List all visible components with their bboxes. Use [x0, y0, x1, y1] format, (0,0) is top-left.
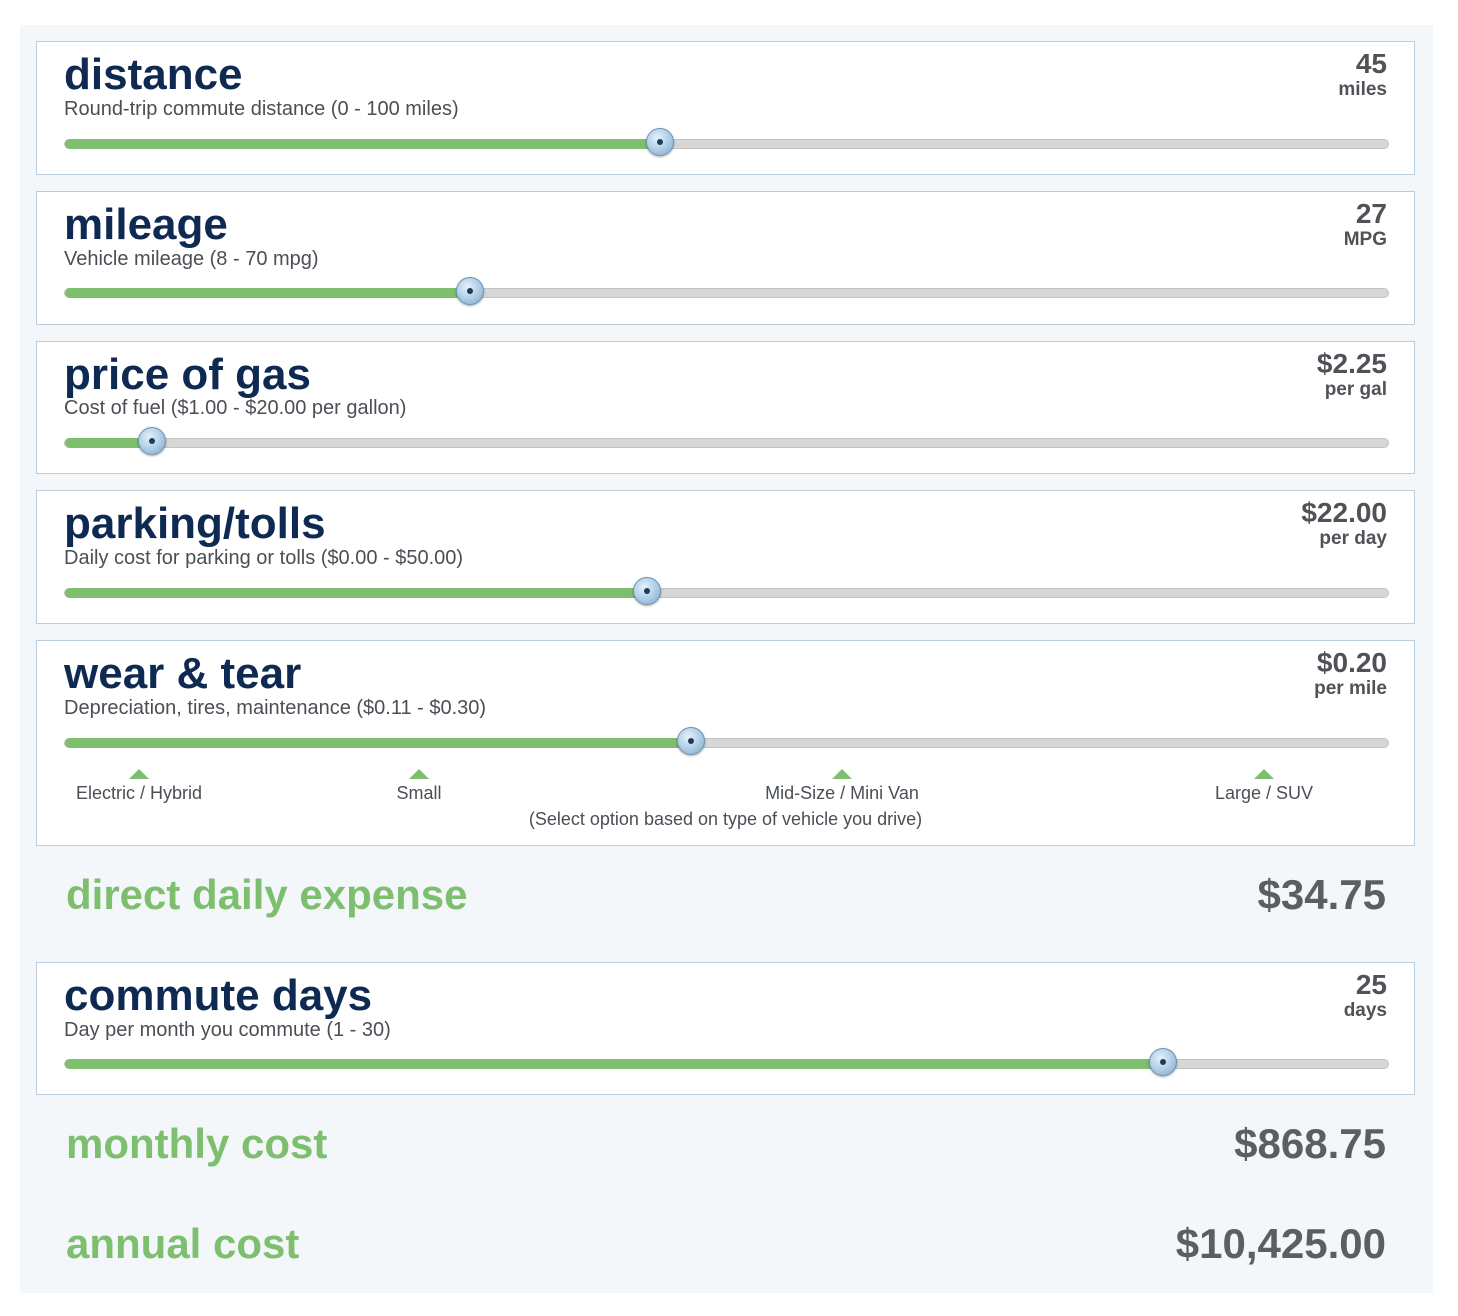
monthly-cost-label: monthly cost	[66, 1120, 328, 1167]
mileage-value-unit: MPG	[1343, 229, 1387, 250]
vehicle-option-large-suv[interactable]: Large / SUV	[1144, 769, 1384, 804]
wear-tear-slider-fill	[65, 738, 691, 748]
mileage-slider[interactable]	[64, 277, 1389, 305]
commute-days-value-number: 25	[1355, 969, 1387, 1000]
vehicle-option-mid-size-mini-van[interactable]: Mid-Size / Mini Van	[722, 769, 962, 804]
distance-description: Round-trip commute distance (0 - 100 mil…	[64, 98, 459, 120]
parking-tolls-title: parking/tolls	[64, 499, 326, 548]
mileage-slider-fill	[65, 288, 470, 298]
gas-price-description: Cost of fuel ($1.00 - $20.00 per gallon)	[64, 397, 407, 419]
gas-price-slider[interactable]	[64, 427, 1389, 455]
distance-slider[interactable]	[64, 128, 1389, 156]
parking-tolls-value-number: $22.00	[1301, 497, 1387, 528]
distance-title: distance	[64, 50, 243, 99]
commute-days-description: Day per month you commute (1 - 30)	[64, 1019, 391, 1041]
annual-cost-row: annual cost $10,425.00	[66, 1216, 1386, 1272]
wear-tear-description: Depreciation, tires, maintenance ($0.11 …	[64, 697, 487, 719]
vehicle-option-small[interactable]: Small	[299, 769, 539, 804]
gas-price-value-unit: per gal	[1324, 379, 1387, 400]
triangle-marker-icon	[409, 769, 429, 779]
mileage-card: mileage Vehicle mileage (8 - 70 mpg) 27 …	[36, 191, 1415, 325]
wear-tear-value: $0.20 per mile	[1314, 648, 1387, 700]
commute-days-card: commute days Day per month you commute (…	[36, 962, 1415, 1095]
monthly-cost-row: monthly cost $868.75	[66, 1116, 1386, 1172]
wear-tear-card: wear & tear Depreciation, tires, mainten…	[36, 640, 1415, 846]
wear-tear-slider[interactable]	[64, 727, 1389, 755]
vehicle-option-label: Small	[396, 783, 442, 803]
gas-price-slider-fill	[65, 438, 153, 448]
vehicle-option-electric-hybrid[interactable]: Electric / Hybrid	[19, 769, 259, 804]
parking-tolls-description: Daily cost for parking or tolls ($0.00 -…	[64, 547, 464, 569]
vehicle-option-label: Large / SUV	[1214, 783, 1314, 803]
distance-value-unit: miles	[1338, 79, 1387, 100]
parking-tolls-value: $22.00 per day	[1301, 498, 1387, 550]
commute-days-slider-fill	[65, 1059, 1164, 1069]
commute-days-slider[interactable]	[64, 1048, 1389, 1076]
mileage-description: Vehicle mileage (8 - 70 mpg)	[64, 248, 319, 270]
annual-cost-label: annual cost	[66, 1220, 300, 1267]
vehicle-option-label: Mid-Size / Mini Van	[765, 783, 919, 803]
mileage-value-number: 27	[1355, 198, 1387, 229]
gas-price-value: $2.25 per gal	[1317, 349, 1387, 401]
mileage-title: mileage	[64, 200, 228, 249]
triangle-marker-icon	[129, 769, 149, 779]
gas-price-card: price of gas Cost of fuel ($1.00 - $20.0…	[36, 341, 1415, 474]
vehicle-option-label: Electric / Hybrid	[75, 783, 203, 803]
triangle-marker-icon	[832, 769, 852, 779]
distance-value-number: 45	[1355, 48, 1387, 79]
daily-expense-label: direct daily expense	[66, 871, 468, 918]
wear-tear-value-unit: per mile	[1314, 678, 1387, 699]
parking-tolls-slider-handle[interactable]	[633, 577, 662, 605]
commute-days-slider-handle[interactable]	[1149, 1048, 1178, 1076]
parking-tolls-slider-fill	[65, 588, 648, 598]
commute-days-value-unit: days	[1343, 1000, 1387, 1021]
distance-slider-handle[interactable]	[646, 128, 675, 156]
daily-expense-value: $34.75	[1257, 871, 1386, 918]
wear-tear-title: wear & tear	[64, 649, 302, 698]
commute-days-value: 25 days	[1344, 970, 1387, 1022]
gas-price-slider-handle[interactable]	[138, 427, 167, 455]
gas-price-value-number: $2.25	[1316, 348, 1387, 379]
mileage-slider-handle[interactable]	[455, 277, 484, 305]
gas-price-title: price of gas	[64, 350, 311, 399]
daily-expense-row: direct daily expense $34.75	[66, 867, 1386, 923]
annual-cost-value: $10,425.00	[1175, 1220, 1386, 1267]
distance-card: distance Round-trip commute distance (0 …	[36, 41, 1415, 175]
mileage-value: 27 MPG	[1344, 199, 1387, 251]
parking-tolls-card: parking/tolls Daily cost for parking or …	[36, 490, 1415, 624]
distance-slider-fill	[65, 139, 661, 149]
wear-tear-value-number: $0.20	[1316, 647, 1387, 678]
wear-tear-slider-handle[interactable]	[676, 727, 705, 755]
commute-days-title: commute days	[64, 971, 373, 1020]
vehicle-hint: (Select option based on type of vehicle …	[528, 809, 923, 829]
monthly-cost-value: $868.75	[1234, 1120, 1386, 1167]
triangle-marker-icon	[1254, 769, 1274, 779]
distance-value: 45 miles	[1338, 49, 1387, 101]
parking-tolls-value-unit: per day	[1319, 528, 1387, 549]
parking-tolls-slider[interactable]	[64, 577, 1389, 605]
